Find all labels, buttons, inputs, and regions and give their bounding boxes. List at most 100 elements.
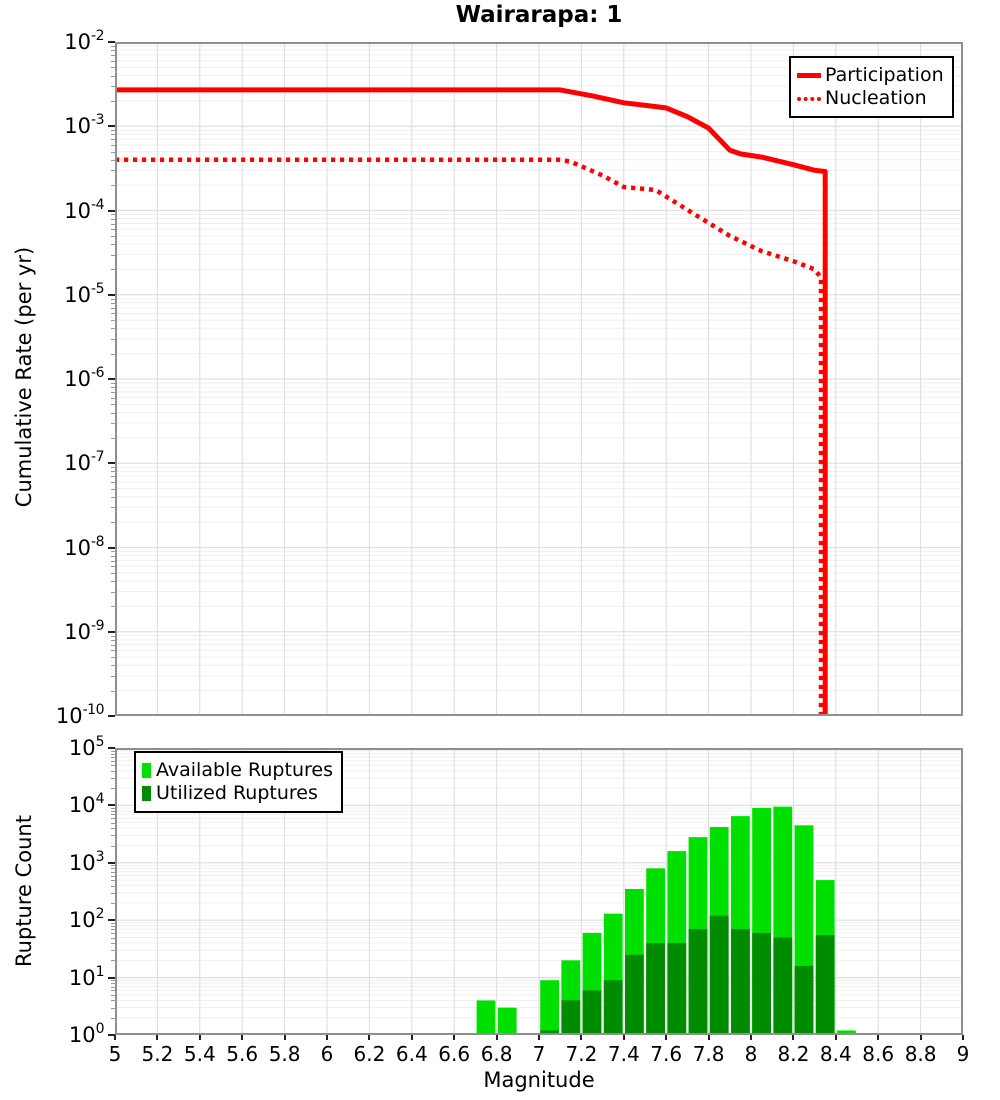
- y-minor-tick-mark: [111, 756, 115, 758]
- y-minor-tick-mark: [111, 170, 115, 172]
- y-minor-tick-mark: [111, 980, 115, 982]
- y-minor-tick-mark: [111, 925, 115, 927]
- y-minor-tick-mark: [111, 566, 115, 568]
- y-minor-tick-mark: [111, 144, 115, 146]
- x-tick-label-7.4: 7.4: [607, 1042, 640, 1066]
- y-tick-label-10e1: 101: [68, 963, 105, 990]
- nucleation-line-sample: [797, 96, 821, 101]
- y-tick-mark: [108, 378, 115, 380]
- y-tick-mark: [108, 919, 115, 922]
- y-minor-tick-mark: [111, 828, 115, 830]
- y-tick-mark: [108, 1034, 115, 1036]
- y-minor-tick-mark: [111, 835, 115, 837]
- x-tick-mark: [538, 1035, 540, 1040]
- y-minor-tick-mark: [111, 753, 115, 755]
- y-minor-tick-mark: [111, 471, 115, 473]
- utilized-swatch: [142, 786, 151, 801]
- x-tick-label-5.2: 5.2: [141, 1042, 174, 1066]
- y-minor-tick-mark: [111, 635, 115, 637]
- x-tick-label-5: 5: [108, 1042, 122, 1066]
- y-tick-label-10e-10: 10-10: [55, 702, 105, 728]
- y-minor-tick-mark: [111, 254, 115, 256]
- utilized-bar: [709, 915, 729, 1035]
- legend-item-nucleation: Nucleation: [797, 89, 944, 108]
- y-minor-tick-mark: [111, 865, 115, 867]
- rate-plot-area: [115, 42, 963, 716]
- available-bar: [497, 1007, 517, 1035]
- y-minor-tick-mark: [111, 320, 115, 322]
- y-tick-mark: [108, 804, 115, 807]
- y-minor-tick-mark: [111, 1007, 115, 1009]
- y-minor-tick-mark: [111, 75, 115, 77]
- y-minor-tick-mark: [111, 990, 115, 992]
- y-minor-tick-mark: [111, 353, 115, 355]
- y-tick-label-10e-3: 10-3: [64, 112, 104, 139]
- x-tick-label-7.8: 7.8: [692, 1042, 725, 1066]
- utilized-bar: [752, 932, 771, 1035]
- y-minor-tick-mark: [111, 488, 115, 490]
- utilized-bar: [773, 937, 793, 1035]
- y-minor-tick-mark: [111, 932, 115, 934]
- y-minor-tick-mark: [111, 929, 115, 931]
- x-axis-label: Magnitude: [483, 1068, 595, 1092]
- y-minor-tick-mark: [111, 134, 115, 136]
- y-minor-tick-mark: [111, 690, 115, 692]
- y-tick-label-10e5: 105: [68, 734, 105, 760]
- y-minor-tick-mark: [111, 412, 115, 414]
- x-tick-mark: [156, 1035, 159, 1040]
- y-minor-tick-mark: [111, 214, 115, 216]
- y-minor-tick-mark: [111, 822, 115, 824]
- x-tick-label-7.6: 7.6: [650, 1042, 683, 1066]
- y-minor-tick-mark: [111, 404, 115, 406]
- y-tick-mark: [108, 41, 115, 43]
- y-tick-mark: [108, 462, 115, 465]
- utilized-bar: [688, 929, 708, 1035]
- participation-legend-label: Participation: [825, 64, 944, 86]
- y-minor-tick-mark: [111, 437, 115, 439]
- y-minor-tick-mark: [111, 902, 115, 904]
- y-minor-tick-mark: [111, 496, 115, 498]
- panel-border: [115, 748, 963, 1035]
- x-tick-label-6.2: 6.2: [353, 1042, 386, 1066]
- available-legend-label: Available Ruptures: [156, 759, 333, 781]
- y-tick-label-10e-5: 10-5: [64, 280, 104, 307]
- y-minor-tick-mark: [111, 765, 115, 767]
- y-minor-tick-mark: [111, 892, 115, 894]
- y-minor-tick-mark: [111, 338, 115, 340]
- y-tick-label-10e3: 103: [68, 848, 105, 875]
- y-minor-tick-mark: [111, 302, 115, 304]
- x-tick-mark: [453, 1035, 456, 1040]
- legend-item-participation: Participation: [797, 66, 944, 85]
- y-minor-tick-mark: [111, 845, 115, 847]
- y-minor-tick-mark: [111, 67, 115, 69]
- count-legend: Available Ruptures Utilized Ruptures: [134, 751, 343, 813]
- utilized-bar: [561, 1000, 581, 1035]
- available-bar: [540, 980, 559, 1035]
- utilized-bar: [582, 990, 602, 1035]
- x-tick-label-5.4: 5.4: [183, 1042, 216, 1066]
- y-minor-tick-mark: [111, 139, 115, 141]
- y-minor-tick-mark: [111, 50, 115, 52]
- x-tick-label-8.4: 8.4: [819, 1042, 852, 1066]
- y-tick-label-10e-2: 10-2: [64, 28, 104, 54]
- y-minor-tick-mark: [111, 814, 115, 816]
- bottom-y-axis-label: Rupture Count: [12, 815, 36, 967]
- y-tick-label-10e-4: 10-4: [64, 196, 104, 223]
- y-minor-tick-mark: [111, 572, 115, 574]
- y-tick-mark: [108, 747, 115, 749]
- x-tick-mark: [495, 1035, 498, 1040]
- y-tick-mark: [108, 715, 115, 717]
- y-minor-tick-mark: [111, 507, 115, 509]
- participation-line: [115, 87, 828, 716]
- y-minor-tick-mark: [111, 387, 115, 389]
- y-minor-tick-mark: [111, 392, 115, 394]
- y-tick-label-10e-7: 10-7: [64, 449, 104, 476]
- available-bar: [837, 1030, 856, 1035]
- x-tick-mark: [622, 1035, 625, 1040]
- y-minor-tick-mark: [111, 665, 115, 667]
- x-tick-mark: [834, 1035, 837, 1040]
- y-minor-tick-mark: [111, 328, 115, 330]
- y-minor-tick-mark: [111, 130, 115, 132]
- y-minor-tick-mark: [111, 151, 115, 153]
